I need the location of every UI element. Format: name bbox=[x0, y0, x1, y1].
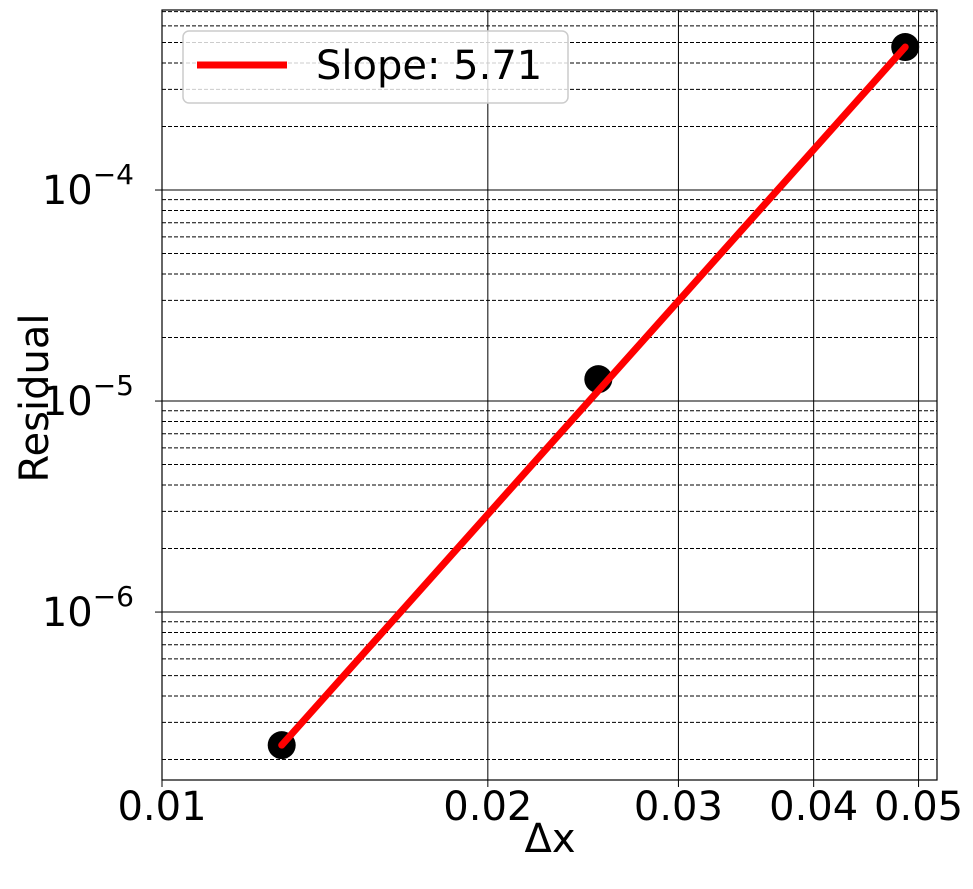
y-tick-exponent: −5 bbox=[93, 369, 134, 402]
x-tick-label: 0.03 bbox=[634, 784, 723, 830]
y-tick-label: 10−4 bbox=[42, 158, 134, 214]
y-tick-label: 10−5 bbox=[42, 369, 134, 425]
y-tick-exponent: −4 bbox=[93, 158, 134, 191]
y-tick-exponent: −6 bbox=[93, 580, 134, 613]
grid bbox=[161, 10, 937, 780]
y-tick-base: 10 bbox=[42, 168, 93, 214]
x-tick-label: 0.02 bbox=[443, 784, 532, 830]
y-tick-label: 10−6 bbox=[42, 580, 134, 636]
y-tick-base: 10 bbox=[42, 379, 93, 425]
legend-box bbox=[182, 30, 569, 104]
fit-line bbox=[278, 43, 909, 749]
y-axis-label: Residual bbox=[12, 314, 58, 483]
x-tick-label: 0.05 bbox=[874, 784, 963, 830]
legend-label: Slope: 5.71 bbox=[316, 43, 542, 89]
x-tick-label: 0.04 bbox=[769, 784, 858, 830]
y-tick-base: 10 bbox=[42, 590, 93, 636]
x-axis-label: Δx bbox=[524, 816, 575, 862]
x-tick-label: 0.01 bbox=[117, 784, 206, 830]
plot-frame bbox=[161, 9, 938, 781]
